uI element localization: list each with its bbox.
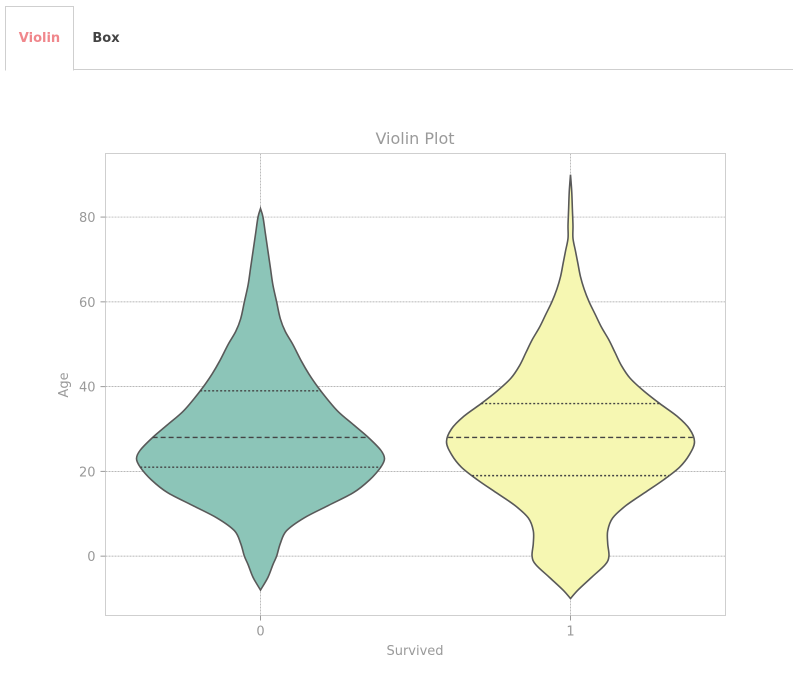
x-tick-label: 1 <box>566 625 574 640</box>
violin-body-1 <box>445 174 696 600</box>
y-tick-label: 0 <box>87 550 95 565</box>
violin-body-0 <box>135 205 386 592</box>
tab-violin[interactable]: Violin <box>5 6 74 71</box>
y-tick-label: 80 <box>79 211 96 226</box>
chart-title: Violin Plot <box>375 129 454 148</box>
tab-bar: Violin Box <box>5 6 793 71</box>
plot-area-frame <box>105 153 726 616</box>
x-axis-title: Survived <box>386 644 443 659</box>
y-tick-label: 40 <box>79 381 96 396</box>
y-tick-label: 20 <box>79 465 96 480</box>
y-tick-label: 60 <box>79 296 96 311</box>
tab-box[interactable]: Box <box>92 31 120 46</box>
x-tick-label: 0 <box>256 625 264 640</box>
y-axis-title: Age <box>57 372 72 397</box>
